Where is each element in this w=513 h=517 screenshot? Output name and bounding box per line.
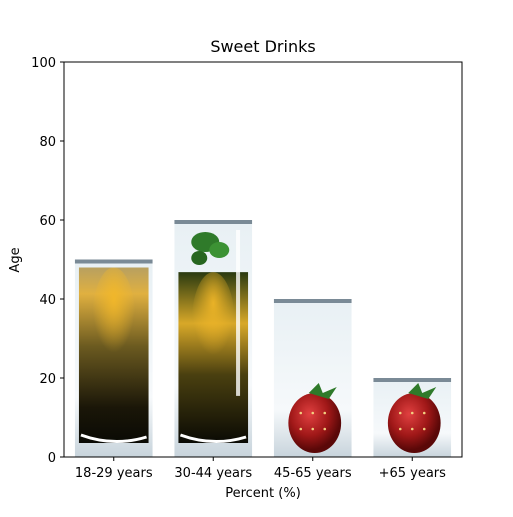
chart-title: Sweet Drinks: [210, 37, 315, 56]
x-axis: 18-29 years 30-44 years 45-65 years +65 yea…: [75, 457, 446, 481]
x-tick-label: +65 years: [379, 466, 447, 481]
x-tick-label: 45-65 years: [274, 466, 352, 481]
y-tick-label: 80: [39, 135, 56, 150]
y-axis: 0 20 40 60 80 100: [31, 56, 64, 466]
y-tick-label: 0: [48, 451, 56, 466]
y-tick-label: 20: [39, 372, 56, 387]
x-axis-label: Percent (%): [225, 486, 301, 501]
y-tick-label: 60: [39, 214, 56, 229]
y-axis-label: Age: [8, 247, 23, 272]
bars-group: [74, 220, 452, 457]
bar-45-65-years: [273, 299, 352, 457]
y-tick-label: 40: [39, 293, 56, 308]
bar-18-29-years: [74, 259, 153, 457]
bar-30-44-years: [174, 220, 253, 457]
bar--65-years: [373, 378, 452, 457]
x-tick-label: 30-44 years: [174, 466, 252, 481]
y-tick-label: 100: [31, 56, 56, 71]
x-tick-label: 18-29 years: [75, 466, 153, 481]
plot-frame: [63, 61, 463, 458]
